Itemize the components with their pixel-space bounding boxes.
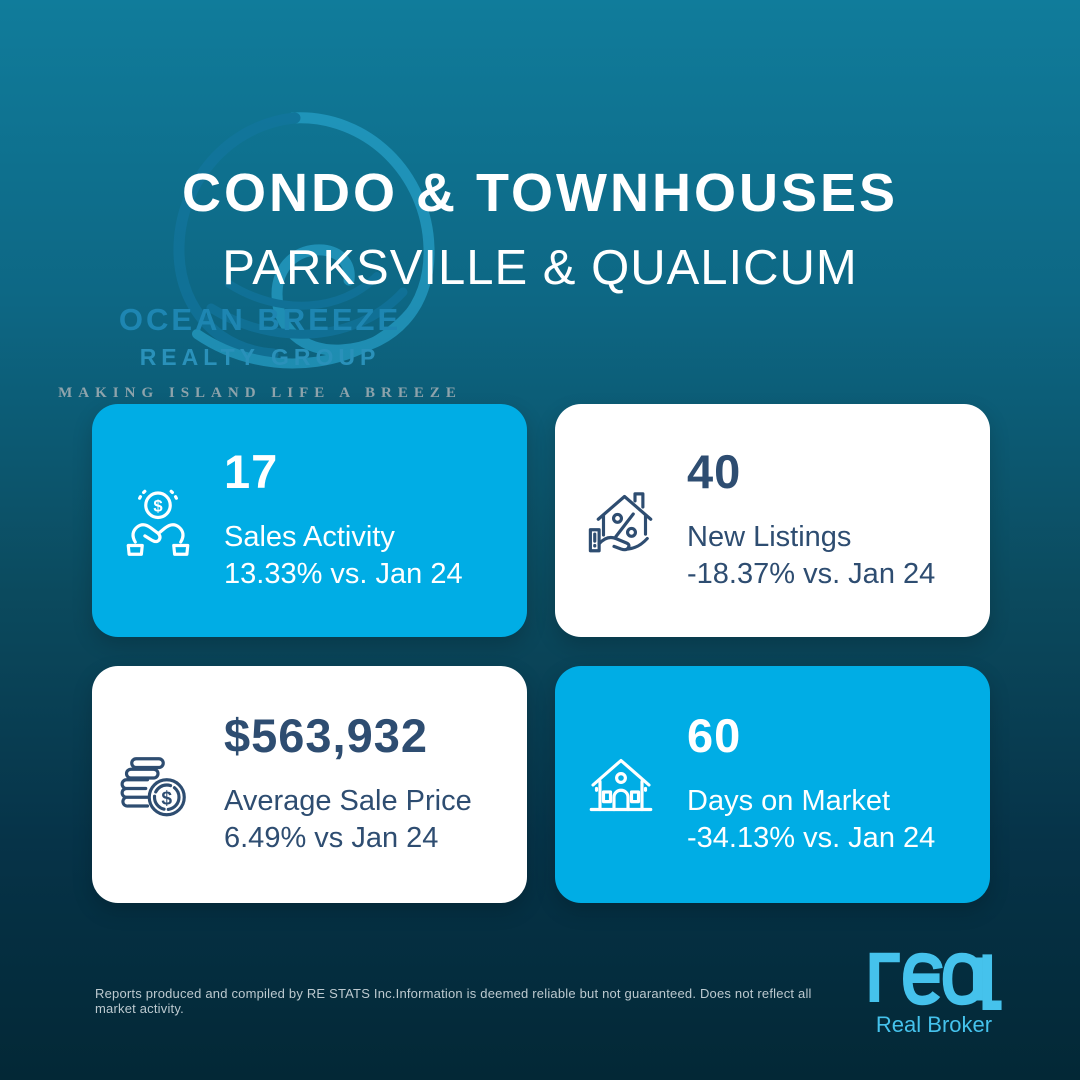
stat-label: Days on Market — [687, 785, 891, 817]
brand-block: OCEAN BREEZE REALTY GROUP MAKING ISLAND … — [0, 302, 520, 402]
stats-grid: $ 17 Sales Activity 13.33% vs. Jan 24 — [92, 404, 990, 903]
brand-tagline: MAKING ISLAND LIFE A BREEZE — [58, 385, 462, 401]
stat-value: 17 — [224, 445, 279, 498]
real-wordmark-icon — [869, 952, 1002, 1010]
hands-holding-coin-icon: $ — [116, 473, 200, 569]
svg-text:$: $ — [153, 496, 162, 515]
stat-label: New Listings — [687, 521, 852, 553]
coin-stack-icon: $ — [116, 737, 200, 833]
stat-delta: -18.37% vs. Jan 24 — [687, 558, 936, 590]
stat-value: 40 — [687, 445, 742, 498]
stat-card-average-sale-price: $ $563,932 Average Sale Price 6.49% vs J… — [92, 666, 527, 903]
house-icon — [579, 737, 663, 833]
svg-text:$: $ — [161, 788, 172, 809]
stat-delta: 6.49% vs Jan 24 — [224, 822, 439, 854]
stat-card-new-listings: 40 New Listings -18.37% vs. Jan 24 — [555, 404, 990, 637]
real-broker-logo: Real Broker — [854, 948, 1014, 1038]
brand-subname: REALTY GROUP — [139, 344, 381, 370]
stat-label: Average Sale Price — [224, 785, 472, 817]
stat-delta: 13.33% vs. Jan 24 — [224, 558, 463, 590]
page-title: CONDO & TOWNHOUSES — [181, 163, 899, 223]
page-subtitle: PARKSVILLE & QUALICUM — [222, 241, 858, 295]
brand-name: OCEAN BREEZE — [118, 302, 402, 337]
stat-delta: -34.13% vs. Jan 24 — [687, 822, 936, 854]
broker-name: Real Broker — [875, 1012, 993, 1037]
stat-value: 60 — [687, 709, 742, 762]
stat-value: $563,932 — [224, 709, 429, 762]
stat-card-sales-activity: $ 17 Sales Activity 13.33% vs. Jan 24 — [92, 404, 527, 637]
disclaimer-text: Reports produced and compiled by RE STAT… — [95, 986, 812, 1016]
stat-label: Sales Activity — [224, 521, 395, 553]
stat-card-days-on-market: 60 Days on Market -34.13% vs. Jan 24 — [555, 666, 990, 903]
house-percent-hand-icon — [579, 473, 663, 569]
